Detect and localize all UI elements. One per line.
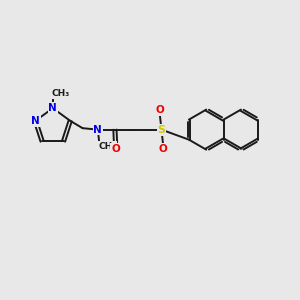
Text: N: N <box>94 124 102 135</box>
Text: N: N <box>31 116 40 126</box>
Text: S: S <box>158 124 166 135</box>
Text: O: O <box>156 106 164 116</box>
Text: N: N <box>49 103 57 113</box>
Text: O: O <box>111 144 120 154</box>
Text: CH₃: CH₃ <box>98 142 117 151</box>
Text: CH₃: CH₃ <box>52 89 70 98</box>
Text: O: O <box>159 144 167 154</box>
